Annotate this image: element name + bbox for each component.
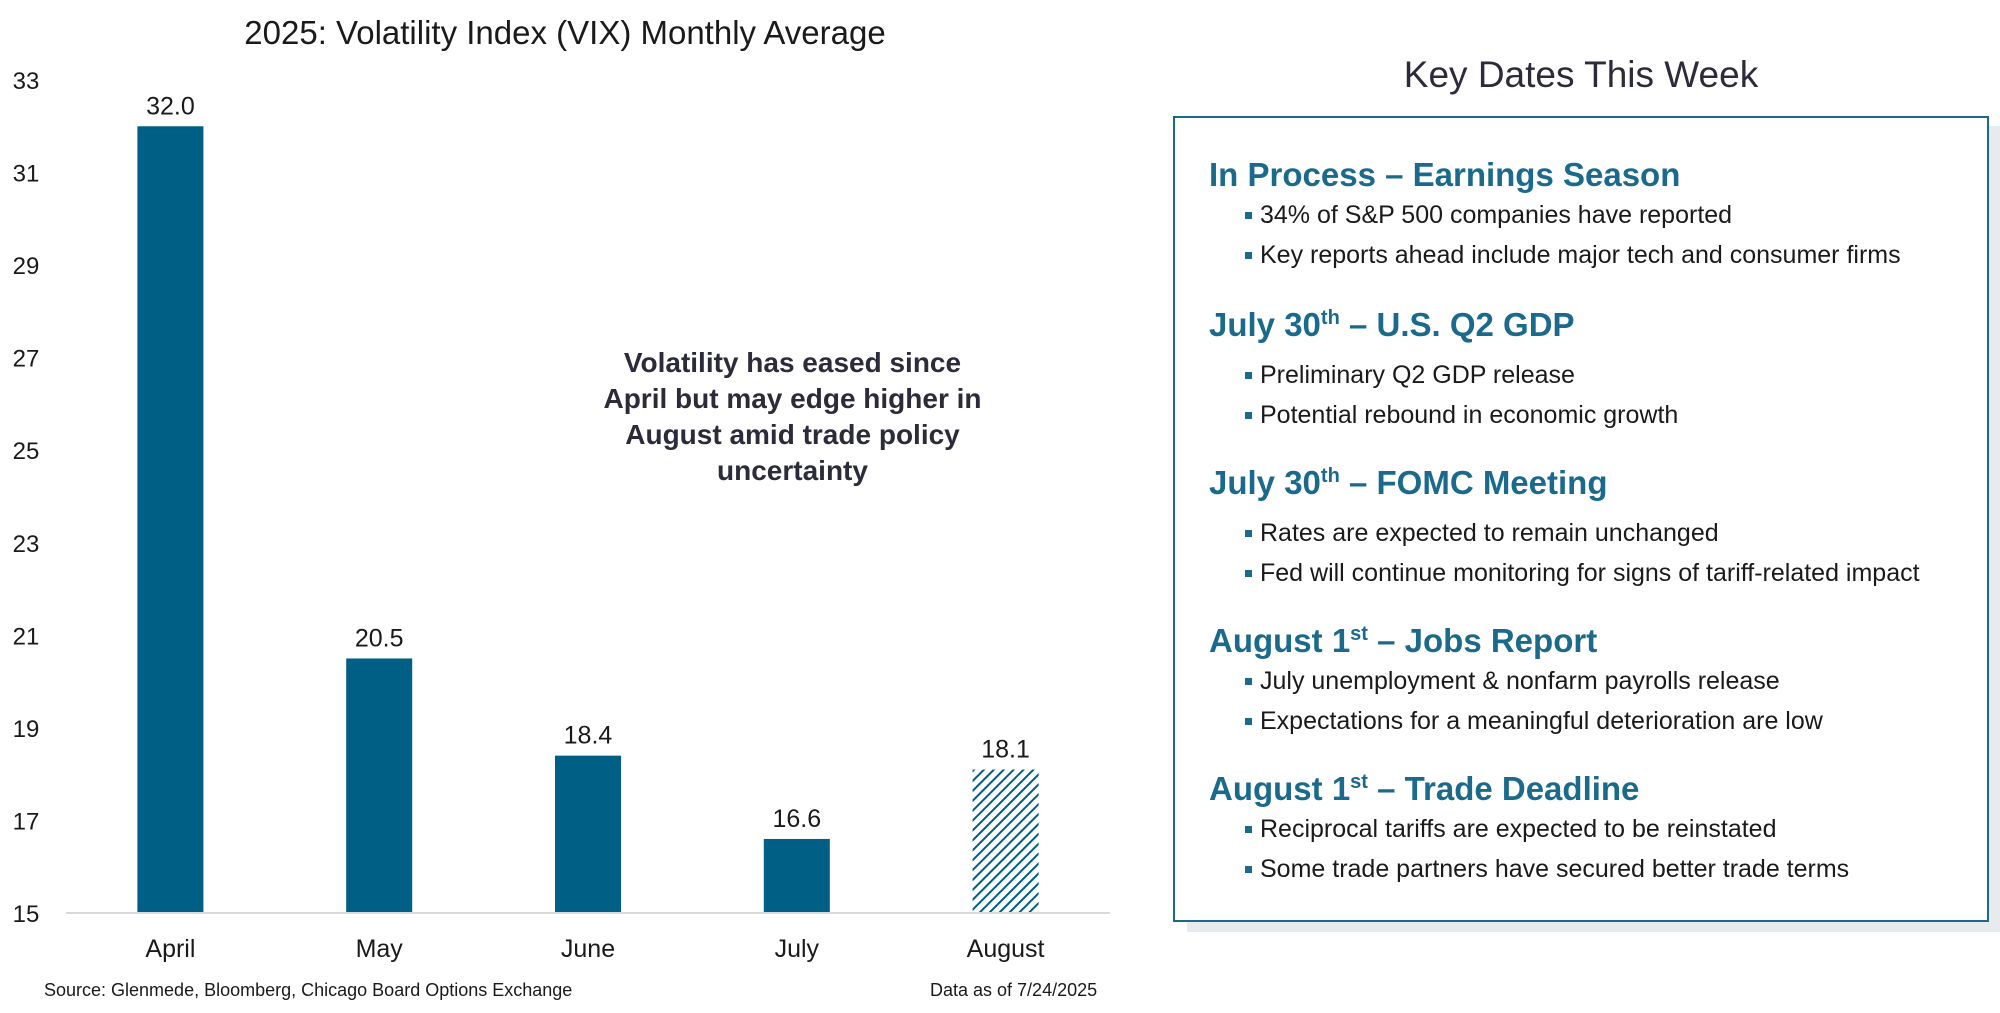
bar-value-label: 32.0 [146,92,195,120]
data-date-note: Data as of 7/24/2025 [930,980,1098,1000]
x-tick-label: July [775,935,820,963]
source-note: Source: Glenmede, Bloomberg, Chicago Boa… [44,980,573,1000]
key-date-gdp: July 30th – U.S. Q2 GDP Preliminary Q2 G… [1209,298,1678,435]
bar-august [972,769,1039,913]
bar-value-label: 18.4 [564,722,613,750]
y-tick-label: 33 [13,68,40,95]
bullet-item: 34% of S&P 500 companies have reported [1209,195,1901,235]
key-date-earnings-season: In Process – Earnings Season 34% of S&P … [1209,148,1901,275]
section-heading: July 30th – U.S. Q2 GDP [1209,306,1575,343]
key-date-jobs-report: August 1st – Jobs Report July unemployme… [1209,614,1823,741]
y-tick-label: 27 [13,346,40,373]
x-tick-label: June [561,935,615,963]
y-tick-label: 21 [13,623,40,650]
bar-value-label: 16.6 [772,805,821,833]
section-heading: July 30th – FOMC Meeting [1209,464,1608,501]
section-heading: In Process – Earnings Season [1209,156,1681,193]
y-tick-label: 17 [13,808,40,835]
chart-annotation: Volatility has eased since April but may… [603,347,982,486]
bar-value-label: 20.5 [355,624,404,652]
y-tick-label: 31 [13,161,40,188]
vix-bar-chart: 15 17 19 21 23 25 27 29 31 33 32.0 20.5 18.4 16.6 18.… [13,68,1110,963]
x-tick-label: April [145,935,195,963]
key-dates-panel: In Process – Earnings Season 34% of S&P … [1173,116,1989,922]
y-tick-label: 19 [13,716,40,743]
bullet-item: Fed will continue monitoring for signs o… [1209,553,1920,593]
section-heading: August 1st – Jobs Report [1209,622,1598,659]
key-dates-title: Key Dates This Week [1403,54,1759,95]
y-tick-label: 15 [13,901,40,928]
x-tick-label: August [967,935,1045,963]
bullet-item: July unemployment & nonfarm payrolls rel… [1209,661,1823,701]
section-heading: August 1st – Trade Deadline [1209,770,1640,807]
bullet-item: Rates are expected to remain unchanged [1209,513,1920,553]
bullet-item: Expectations for a meaningful deteriorat… [1209,701,1823,741]
bullet-item: Some trade partners have secured better … [1209,849,1849,889]
y-tick-label: 25 [13,438,40,465]
bullet-item: Potential rebound in economic growth [1209,395,1678,435]
bar-june [555,755,621,913]
bullet-item: Reciprocal tariffs are expected to be re… [1209,809,1849,849]
x-tick-label: May [356,935,404,963]
bullet-item: Key reports ahead include major tech and… [1209,235,1901,275]
y-tick-label: 29 [13,253,40,280]
bar-may [346,658,413,913]
key-date-trade-deadline: August 1st – Trade Deadline Reciprocal t… [1209,762,1849,889]
chart-title: 2025: Volatility Index (VIX) Monthly Ave… [244,14,886,51]
bar-value-label: 18.1 [981,736,1030,764]
y-tick-label: 23 [13,531,40,558]
bullet-item: Preliminary Q2 GDP release [1209,355,1678,395]
bar-april [137,126,204,914]
bar-july [763,838,830,913]
key-date-fomc: July 30th – FOMC Meeting Rates are expec… [1209,456,1920,593]
